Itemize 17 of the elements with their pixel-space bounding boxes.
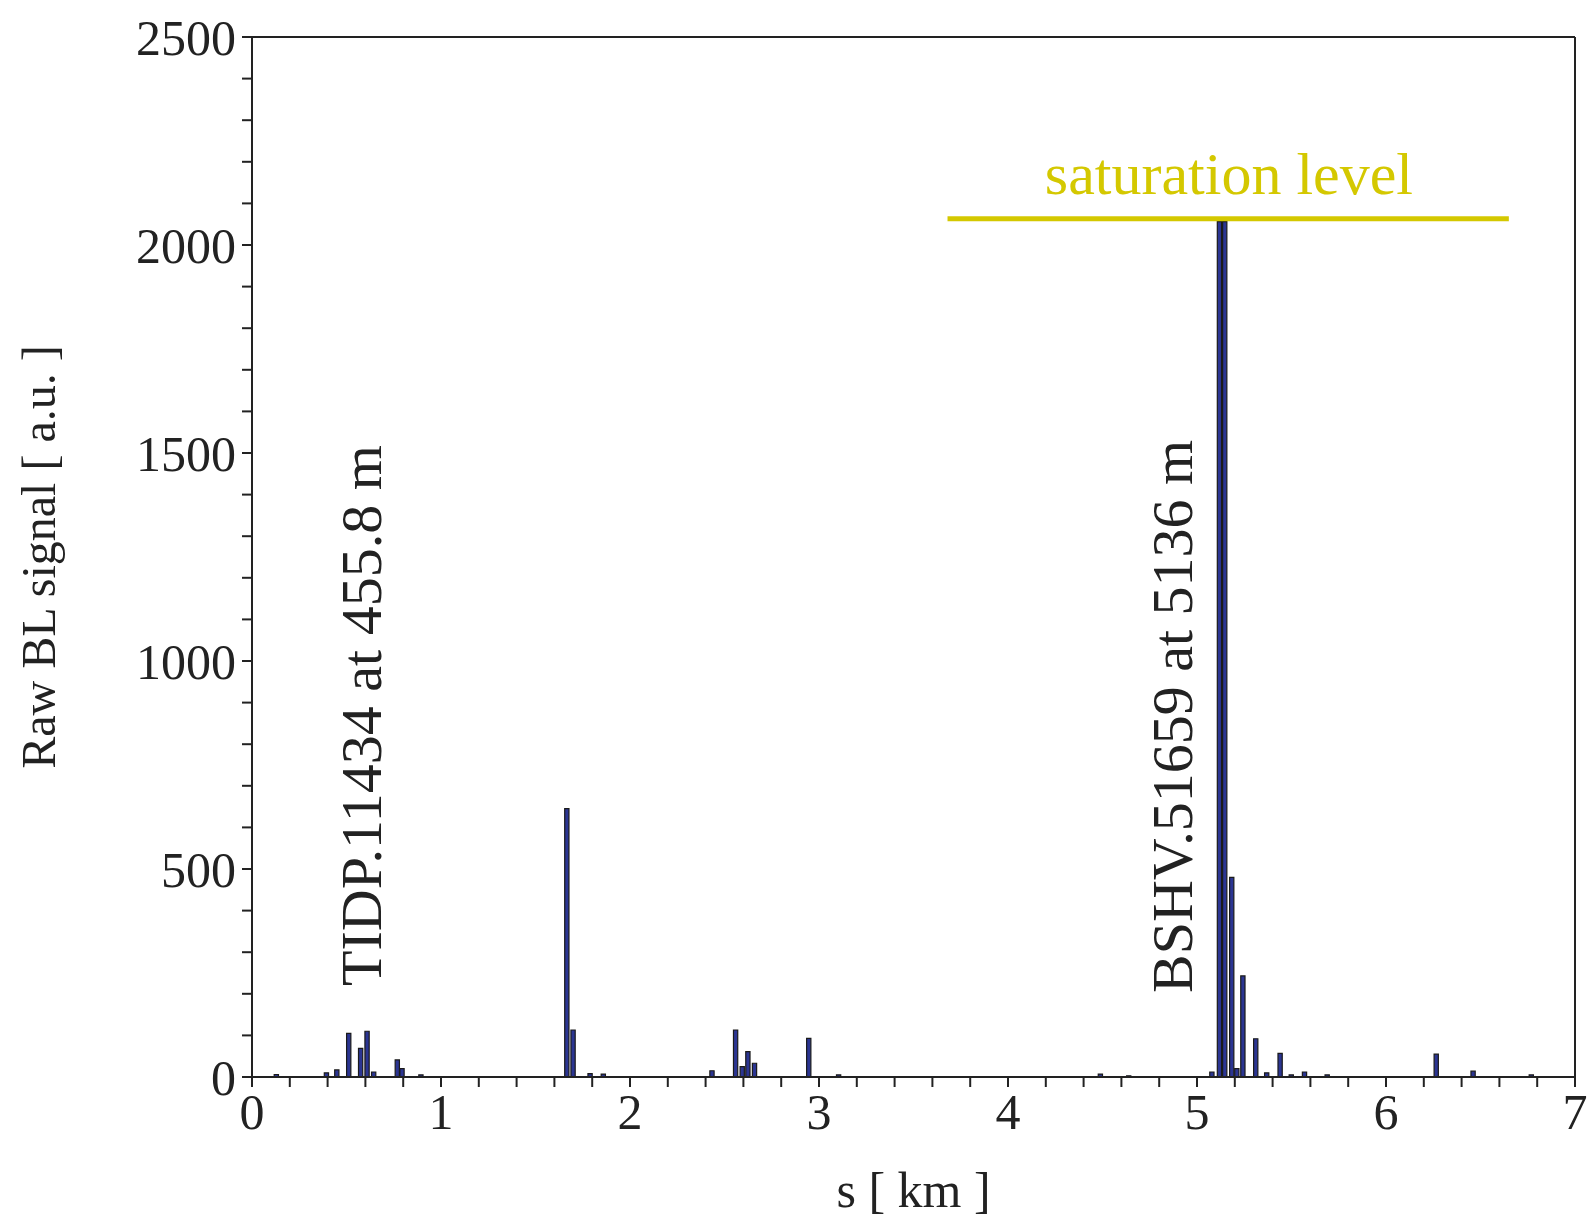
x-tick-label: 5 <box>1184 1083 1210 1140</box>
x-tick-label: 1 <box>428 1083 454 1140</box>
x-axis-title: s [ km ] <box>836 1162 991 1218</box>
y-axis-title: Raw BL signal [ a.u. ] <box>12 345 66 769</box>
x-tick-label: 4 <box>995 1083 1021 1140</box>
y-tick-label: 500 <box>161 841 236 898</box>
y-tick-label: 1000 <box>136 633 236 690</box>
annotation: TIDP.11434 at 455.8 m <box>328 445 394 986</box>
x-tick-label: 7 <box>1562 1083 1588 1140</box>
y-tick-label: 2500 <box>136 9 236 66</box>
x-tick-label: 2 <box>617 1083 643 1140</box>
y-tick-label: 1500 <box>136 425 236 482</box>
series-label: saturation level <box>1044 140 1414 207</box>
y-tick-label: 2000 <box>136 217 236 274</box>
annotation: BSHV.51659 at 5136 m <box>1139 439 1205 993</box>
x-tick-label: 6 <box>1373 1083 1399 1140</box>
x-tick-label: 3 <box>806 1083 832 1140</box>
